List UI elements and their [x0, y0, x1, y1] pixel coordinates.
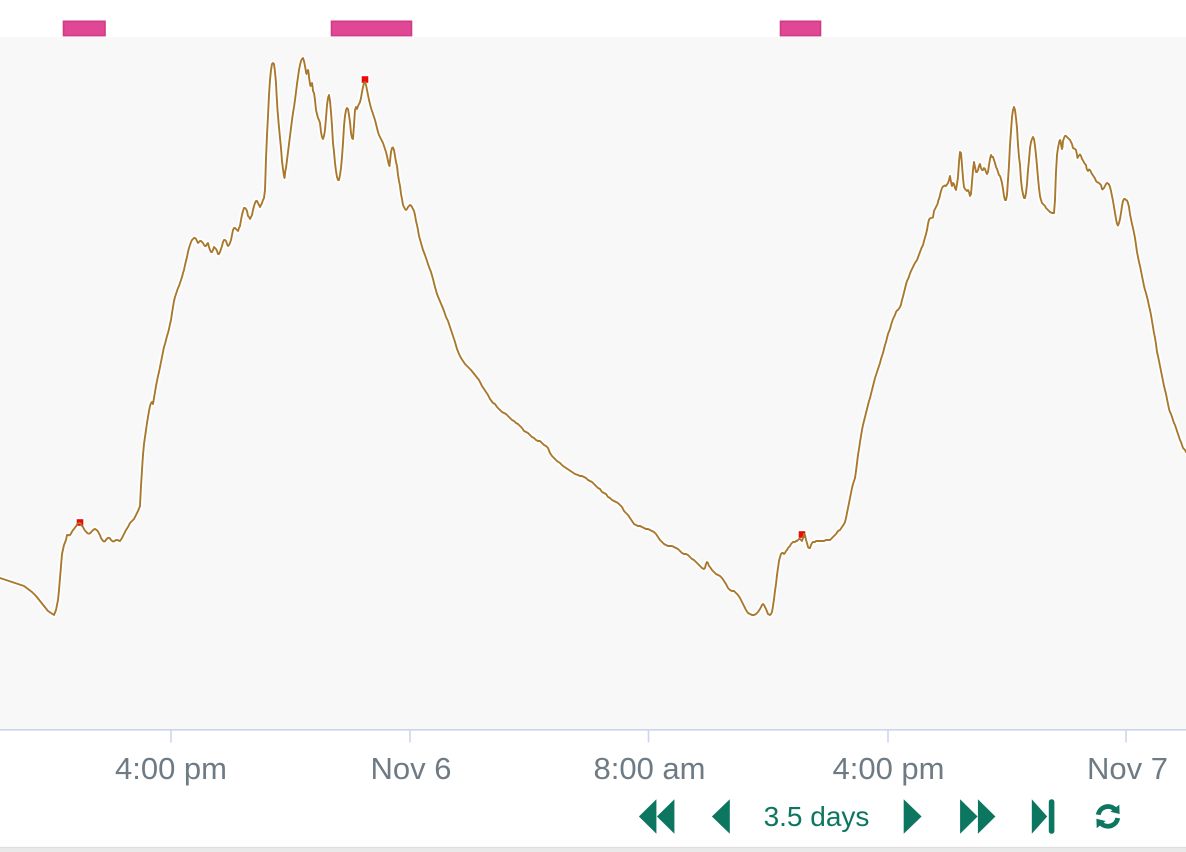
svg-text:Nov 6: Nov 6 — [371, 751, 452, 786]
svg-text:3.5 days: 3.5 days — [764, 801, 870, 832]
svg-text:4:00 pm: 4:00 pm — [115, 751, 227, 786]
svg-text:8:00 am: 8:00 am — [593, 751, 705, 786]
svg-text:4:00 pm: 4:00 pm — [832, 751, 944, 786]
svg-text:Nov 7: Nov 7 — [1087, 751, 1168, 786]
